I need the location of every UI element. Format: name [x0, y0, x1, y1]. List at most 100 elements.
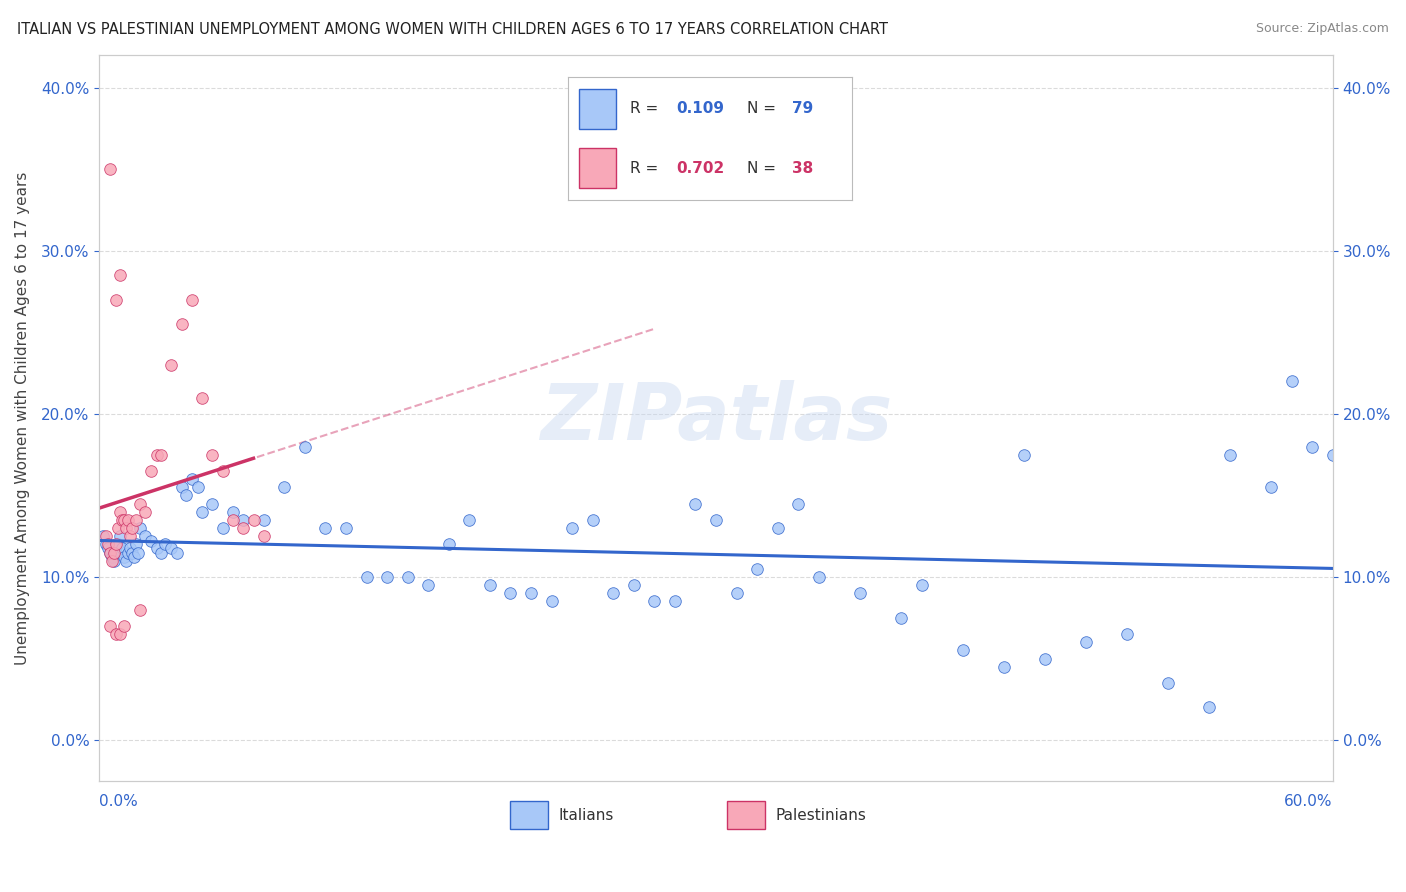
- Point: [191, 505, 214, 519]
- Point: [396, 570, 419, 584]
- Text: ITALIAN VS PALESTINIAN UNEMPLOYMENT AMONG WOMEN WITH CHILDREN AGES 6 TO 17 YEARS: ITALIAN VS PALESTINIAN UNEMPLOYMENT AMON…: [17, 22, 887, 37]
- Point: [96, 541, 118, 555]
- Point: [499, 586, 522, 600]
- Point: [108, 627, 131, 641]
- Point: [335, 521, 357, 535]
- Point: [602, 586, 624, 600]
- Point: [1014, 448, 1036, 462]
- Point: [129, 497, 152, 511]
- Point: [107, 537, 129, 551]
- Point: [242, 513, 264, 527]
- Point: [418, 578, 440, 592]
- Point: [107, 521, 129, 535]
- Point: [253, 513, 276, 527]
- Point: [120, 541, 142, 555]
- Point: [96, 537, 118, 551]
- Point: [1198, 700, 1220, 714]
- Point: [201, 497, 224, 511]
- Point: [201, 448, 224, 462]
- Point: [93, 529, 115, 543]
- Point: [1301, 440, 1323, 454]
- Point: [170, 317, 193, 331]
- Point: [211, 521, 233, 535]
- Point: [112, 619, 135, 633]
- Point: [115, 521, 138, 535]
- Point: [1260, 480, 1282, 494]
- Point: [111, 541, 134, 555]
- Point: [111, 513, 134, 527]
- Point: [98, 545, 121, 559]
- Point: [124, 550, 146, 565]
- Point: [134, 529, 156, 543]
- Point: [993, 659, 1015, 673]
- Point: [747, 562, 769, 576]
- Text: ZIPatlas: ZIPatlas: [540, 380, 893, 456]
- Point: [232, 521, 254, 535]
- Point: [952, 643, 974, 657]
- Point: [112, 513, 135, 527]
- Point: [222, 513, 245, 527]
- Point: [458, 513, 481, 527]
- Point: [1322, 448, 1344, 462]
- Point: [108, 268, 131, 283]
- Point: [437, 537, 460, 551]
- Point: [104, 545, 127, 559]
- Point: [139, 534, 162, 549]
- Point: [121, 521, 143, 535]
- Point: [910, 578, 932, 592]
- Point: [129, 602, 152, 616]
- Text: 60.0%: 60.0%: [1284, 794, 1333, 809]
- Point: [94, 537, 117, 551]
- Point: [664, 594, 686, 608]
- Point: [121, 545, 143, 559]
- Point: [153, 537, 176, 551]
- Point: [108, 505, 131, 519]
- Point: [117, 513, 139, 527]
- Point: [100, 554, 122, 568]
- Point: [561, 521, 583, 535]
- Point: [104, 537, 127, 551]
- Point: [125, 537, 148, 551]
- Point: [100, 550, 122, 565]
- Point: [104, 293, 127, 307]
- Point: [103, 545, 125, 559]
- Point: [1157, 676, 1180, 690]
- Text: 0.0%: 0.0%: [100, 794, 138, 809]
- Point: [166, 545, 188, 559]
- Point: [1219, 448, 1241, 462]
- Point: [127, 545, 149, 559]
- Point: [129, 521, 152, 535]
- Point: [117, 545, 139, 559]
- Point: [375, 570, 398, 584]
- Point: [294, 440, 316, 454]
- Point: [890, 611, 912, 625]
- Point: [150, 545, 173, 559]
- Point: [139, 464, 162, 478]
- Point: [1116, 627, 1139, 641]
- Point: [725, 586, 748, 600]
- Point: [356, 570, 378, 584]
- Point: [170, 480, 193, 494]
- Point: [134, 505, 156, 519]
- Y-axis label: Unemployment Among Women with Children Ages 6 to 17 years: Unemployment Among Women with Children A…: [15, 171, 30, 665]
- Point: [704, 513, 727, 527]
- Point: [160, 541, 183, 555]
- Point: [180, 472, 202, 486]
- Point: [98, 619, 121, 633]
- Point: [94, 529, 117, 543]
- Point: [112, 550, 135, 565]
- Point: [120, 529, 142, 543]
- Point: [146, 448, 169, 462]
- Point: [187, 480, 209, 494]
- Text: Source: ZipAtlas.com: Source: ZipAtlas.com: [1256, 22, 1389, 36]
- Point: [766, 521, 789, 535]
- Point: [643, 594, 665, 608]
- Point: [103, 554, 125, 568]
- Point: [115, 554, 138, 568]
- Point: [98, 162, 121, 177]
- Point: [1074, 635, 1097, 649]
- Point: [787, 497, 810, 511]
- Point: [582, 513, 605, 527]
- Point: [540, 594, 562, 608]
- Point: [174, 488, 197, 502]
